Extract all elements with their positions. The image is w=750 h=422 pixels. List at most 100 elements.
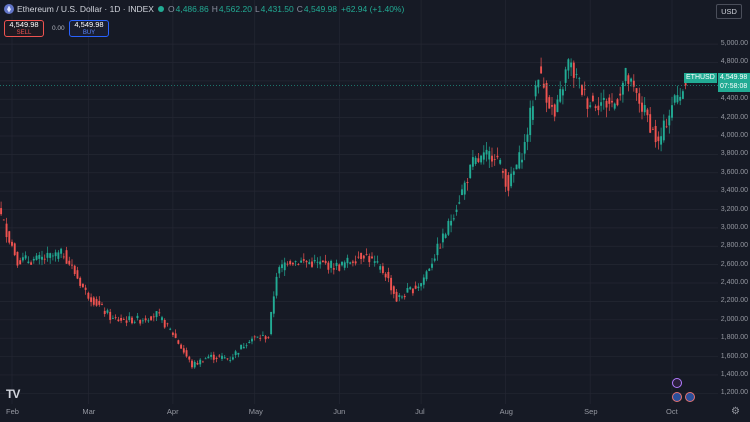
candle-body — [261, 335, 264, 336]
candle-body — [510, 173, 513, 187]
candle-body — [302, 259, 305, 261]
candle-body — [474, 157, 477, 164]
price-tick-label: 2,000.00 — [720, 315, 748, 323]
candle-body — [62, 256, 65, 258]
candle-body — [174, 333, 177, 338]
candle-body — [204, 358, 207, 360]
candle-body — [259, 337, 262, 339]
candle-body — [564, 69, 567, 83]
event-marker-icon[interactable] — [672, 378, 682, 388]
candle-body — [436, 243, 439, 256]
candle-body — [327, 262, 330, 270]
candle-body — [627, 75, 630, 84]
candle-body — [635, 88, 638, 93]
candle-body — [567, 59, 570, 71]
candle-body — [270, 311, 273, 335]
last-price-tag: 4,549.98 07:58:08 — [718, 73, 750, 92]
candle-body — [240, 344, 243, 350]
candle-body — [461, 189, 463, 195]
candle-body — [613, 103, 616, 109]
price-tick-label: 3,400.00 — [720, 187, 748, 195]
candle-body — [591, 95, 594, 102]
price-tick-label: 3,200.00 — [720, 205, 748, 213]
time-tick-label: Mar — [82, 407, 96, 416]
candle-body — [41, 256, 43, 260]
candle-body — [221, 355, 223, 359]
time-tick-label: May — [248, 407, 263, 416]
candle-body — [177, 340, 180, 344]
candle-body — [572, 62, 575, 78]
candle-body — [92, 297, 95, 305]
candle-body — [493, 159, 496, 160]
tradingview-logo-icon[interactable]: TV — [6, 387, 20, 401]
candle-body — [0, 208, 3, 215]
candle-body — [529, 107, 532, 136]
price-tick-label: 3,800.00 — [720, 150, 748, 158]
candle-body — [30, 262, 33, 265]
candle-body — [602, 97, 605, 100]
candle-body — [444, 234, 447, 238]
candle-body — [330, 260, 333, 268]
candle-body — [499, 159, 502, 164]
candle-body — [84, 287, 87, 290]
candle-body — [586, 98, 589, 109]
candle-body — [387, 271, 390, 279]
candle-body — [76, 270, 79, 279]
candle-body — [349, 262, 352, 264]
currency-selector[interactable]: USD — [716, 4, 742, 19]
candle-body — [218, 355, 221, 357]
candle-body — [245, 345, 248, 347]
us-flag-event-icon[interactable] — [672, 392, 682, 402]
candle-body — [401, 296, 403, 298]
ohlc-low: L4,431.50 — [254, 4, 294, 14]
us-flag-event-icon[interactable] — [685, 392, 695, 402]
candle-body — [600, 102, 603, 106]
candle-body — [441, 233, 444, 243]
candle-body — [531, 106, 534, 120]
candle-body — [597, 105, 600, 111]
candle-body — [630, 78, 633, 82]
candle-body — [38, 255, 41, 259]
candle-body — [371, 256, 373, 259]
candle-body — [226, 358, 229, 360]
candle-body — [193, 361, 196, 368]
bar-countdown: 07:58:08 — [720, 83, 748, 90]
sell-button[interactable]: 4,549.98 SELL — [4, 20, 44, 37]
candle-body — [414, 285, 417, 289]
candle-body — [231, 357, 234, 360]
candle-body — [297, 264, 300, 265]
spread-value: 0.00 — [52, 25, 65, 32]
symbol-title[interactable]: Ethereum / U.S. Dollar · 1D · INDEX — [17, 4, 154, 14]
gear-icon[interactable]: ⚙ — [731, 406, 740, 417]
candle-body — [207, 356, 210, 359]
candle-body — [101, 304, 103, 306]
price-tick-label: 2,400.00 — [720, 279, 748, 287]
candle-body — [201, 361, 204, 363]
candle-body — [60, 248, 63, 254]
candle-body — [641, 102, 643, 112]
ethereum-icon — [4, 4, 14, 14]
price-tick-label: 1,800.00 — [720, 334, 748, 342]
buy-button[interactable]: 4,549.98 BUY — [69, 20, 109, 37]
candle-body — [553, 104, 556, 117]
candle-body — [343, 262, 346, 268]
candle-body — [646, 109, 649, 116]
candle-body — [215, 357, 218, 360]
time-tick-label: Apr — [166, 407, 179, 416]
candle-body — [324, 260, 327, 264]
candle-body — [152, 316, 155, 318]
candle-body — [188, 356, 191, 360]
price-tick-label: 4,200.00 — [720, 113, 748, 121]
candle-body — [144, 318, 147, 321]
candle-body — [654, 125, 657, 143]
candle-body — [411, 288, 414, 294]
candle-body — [488, 151, 491, 160]
candle-body — [403, 295, 406, 298]
symbol-price-tag: ETHUSD — [684, 73, 717, 83]
time-tick-label: Sep — [584, 407, 598, 416]
candle-body — [485, 149, 488, 155]
last-price: 4,549.98 — [720, 74, 748, 81]
candle-body — [90, 297, 93, 303]
